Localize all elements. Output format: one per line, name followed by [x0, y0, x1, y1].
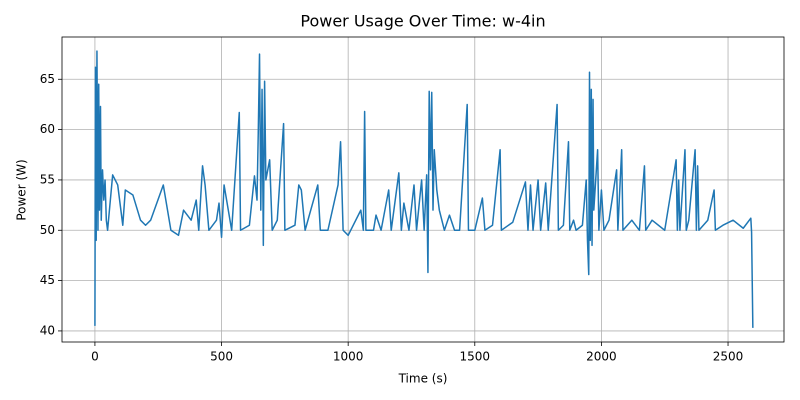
- y-axis-label: Power (W): [15, 159, 29, 220]
- x-axis-label: Time (s): [398, 372, 448, 386]
- x-tick-label: 1000: [333, 350, 364, 364]
- y-tick-label: 55: [40, 172, 55, 186]
- y-tick-label: 50: [40, 223, 55, 237]
- x-tick-label: 500: [210, 350, 233, 364]
- x-tick-label: 2500: [713, 350, 744, 364]
- chart-title: Power Usage Over Time: w-4in: [300, 12, 545, 31]
- x-tick-label: 0: [91, 350, 99, 364]
- plot-frame: [61, 36, 785, 343]
- data-line: [94, 50, 754, 328]
- y-tick-label: 45: [40, 273, 55, 287]
- y-tick-label: 60: [40, 122, 55, 136]
- x-tick-label: 1500: [460, 350, 491, 364]
- x-tick-label: 2000: [586, 350, 617, 364]
- y-tick-label: 40: [40, 323, 55, 337]
- y-tick-label: 65: [40, 72, 55, 86]
